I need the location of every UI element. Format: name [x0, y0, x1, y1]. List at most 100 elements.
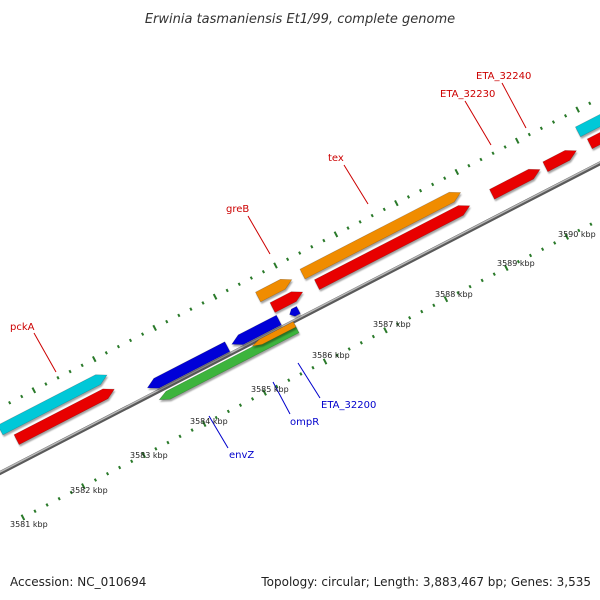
- upper-scale-tick: [286, 257, 290, 262]
- upper-scale-tick: [382, 207, 386, 212]
- upper-scale-tick: [503, 145, 507, 149]
- gene-arrow-pckA-red: [13, 388, 115, 446]
- lower-scale-tick: [577, 228, 581, 233]
- map-title: Erwinia tasmaniensis Et1/99, complete ge…: [145, 12, 455, 27]
- gene-arrow-greB-red: [269, 291, 304, 313]
- upper-scale-tick: [322, 238, 326, 243]
- feature-arrows: [0, 114, 600, 446]
- lower-scale-tick: [20, 514, 26, 521]
- leader-ompR: [272, 381, 291, 415]
- lower-scale-tick: [541, 247, 545, 252]
- lower-scale-tick: [154, 447, 158, 451]
- lower-scale-tick: [456, 291, 460, 295]
- backbone-line: [0, 161, 600, 476]
- gene-label-ETA_32240: ETA_32240: [476, 71, 531, 82]
- gene-arrow-ompR-blue: [231, 314, 282, 345]
- upper-scale-tick: [370, 213, 374, 218]
- lower-scale-tick: [45, 503, 49, 507]
- label-leader-lines: [33, 82, 527, 449]
- gene-arrow-tex-red: [313, 205, 471, 291]
- scale-ticks: [8, 101, 593, 521]
- scale-label: 3583 kbp: [130, 451, 168, 460]
- gene-arrow-envZ-blue: [146, 341, 231, 389]
- upper-scale-tick: [80, 363, 84, 368]
- lower-scale-tick: [359, 340, 363, 345]
- upper-scale-tick: [527, 132, 531, 137]
- lower-scale-tick: [33, 509, 37, 513]
- upper-scale-tick: [225, 288, 229, 293]
- gene-label-ETA_32200: ETA_32200: [321, 400, 376, 411]
- gene-arrow-right-red: [586, 132, 600, 150]
- upper-scale-tick: [491, 151, 495, 156]
- upper-scale-tick: [479, 157, 483, 162]
- gene-label-tex: tex: [328, 153, 344, 164]
- upper-scale-tick: [165, 319, 169, 324]
- lower-scale-tick: [492, 272, 496, 276]
- lower-scale-tick: [504, 264, 509, 272]
- gene-arrow-ETA_32230: [489, 168, 541, 200]
- upper-scale-tick: [514, 137, 520, 144]
- leader-envZ: [208, 415, 229, 449]
- upper-scale-tick: [201, 301, 205, 305]
- upper-scale-tick: [358, 220, 362, 224]
- upper-scale-tick: [406, 195, 411, 199]
- lower-scale-tick: [480, 278, 484, 283]
- lower-scale-tick: [528, 253, 533, 258]
- lower-scale-tick: [322, 358, 328, 365]
- lower-scale-tick: [420, 309, 424, 314]
- lower-scale-tick: [311, 365, 315, 370]
- gene-label-greB: greB: [226, 204, 249, 215]
- lower-scale-tick: [69, 490, 73, 495]
- upper-scale-tick: [443, 176, 447, 180]
- gene-label-ompR: ompR: [290, 417, 319, 428]
- upper-scale-tick: [141, 332, 145, 336]
- gene-arrow-pckA-cyan: [0, 374, 108, 436]
- backbone-highlight: [0, 161, 600, 473]
- scale-label: 3581 kbp: [10, 520, 48, 529]
- lower-scale-tick: [468, 284, 472, 289]
- lower-scale-tick: [105, 471, 110, 476]
- scale-label: 3589 kbp: [497, 259, 535, 268]
- lower-scale-tick: [118, 465, 122, 470]
- upper-scale-tick: [212, 293, 218, 300]
- lower-scale-tick: [553, 241, 557, 245]
- scale-label: 3588 kbp: [435, 290, 473, 299]
- lower-scale-tick: [57, 496, 61, 501]
- upper-scale-tick: [20, 394, 24, 399]
- upper-scale-tick: [551, 120, 556, 124]
- upper-scale-tick: [31, 387, 37, 394]
- lower-scale-tick: [190, 428, 194, 432]
- gene-label-ETA_32230: ETA_32230: [440, 89, 495, 100]
- lower-scale-tick: [443, 295, 449, 303]
- genome-summary-text: Topology: circular; Length: 3,883,467 bp…: [260, 575, 591, 589]
- gene-arrow-small-blue: [289, 305, 301, 317]
- upper-scale-tick: [298, 251, 302, 255]
- upper-scale-tick: [467, 163, 471, 168]
- scale-label: 3590 kbp: [558, 230, 596, 239]
- lower-scale-tick: [299, 372, 303, 376]
- upper-scale-tick: [310, 245, 314, 249]
- upper-scale-tick: [346, 226, 350, 230]
- lower-scale-tick: [347, 347, 351, 351]
- upper-scale-tick: [261, 269, 266, 274]
- leader-tex: [343, 164, 369, 205]
- upper-scale-tick: [237, 282, 241, 287]
- scale-label: 3584 kbp: [190, 417, 228, 426]
- lower-scale-tick: [564, 233, 570, 240]
- upper-scale-tick: [116, 344, 120, 349]
- lower-scale-tick: [238, 403, 243, 407]
- lower-scale-tick: [250, 397, 255, 401]
- leader-pckA: [33, 332, 57, 373]
- upper-scale-tick: [152, 324, 157, 332]
- gene-arrow-right-cyan: [574, 114, 600, 138]
- lower-scale-tick: [335, 353, 339, 358]
- lower-scale-tick: [201, 420, 207, 427]
- lower-scale-tick: [383, 327, 388, 334]
- scale-label: 3586 kbp: [312, 351, 350, 360]
- lower-scale-tick: [275, 384, 279, 389]
- gene-labels: pckA greB tex ETA_32230 ETA_32240 envZ o…: [10, 71, 531, 461]
- upper-scale-tick: [588, 101, 592, 106]
- upper-scale-tick: [431, 182, 435, 187]
- upper-scale-tick: [91, 355, 97, 363]
